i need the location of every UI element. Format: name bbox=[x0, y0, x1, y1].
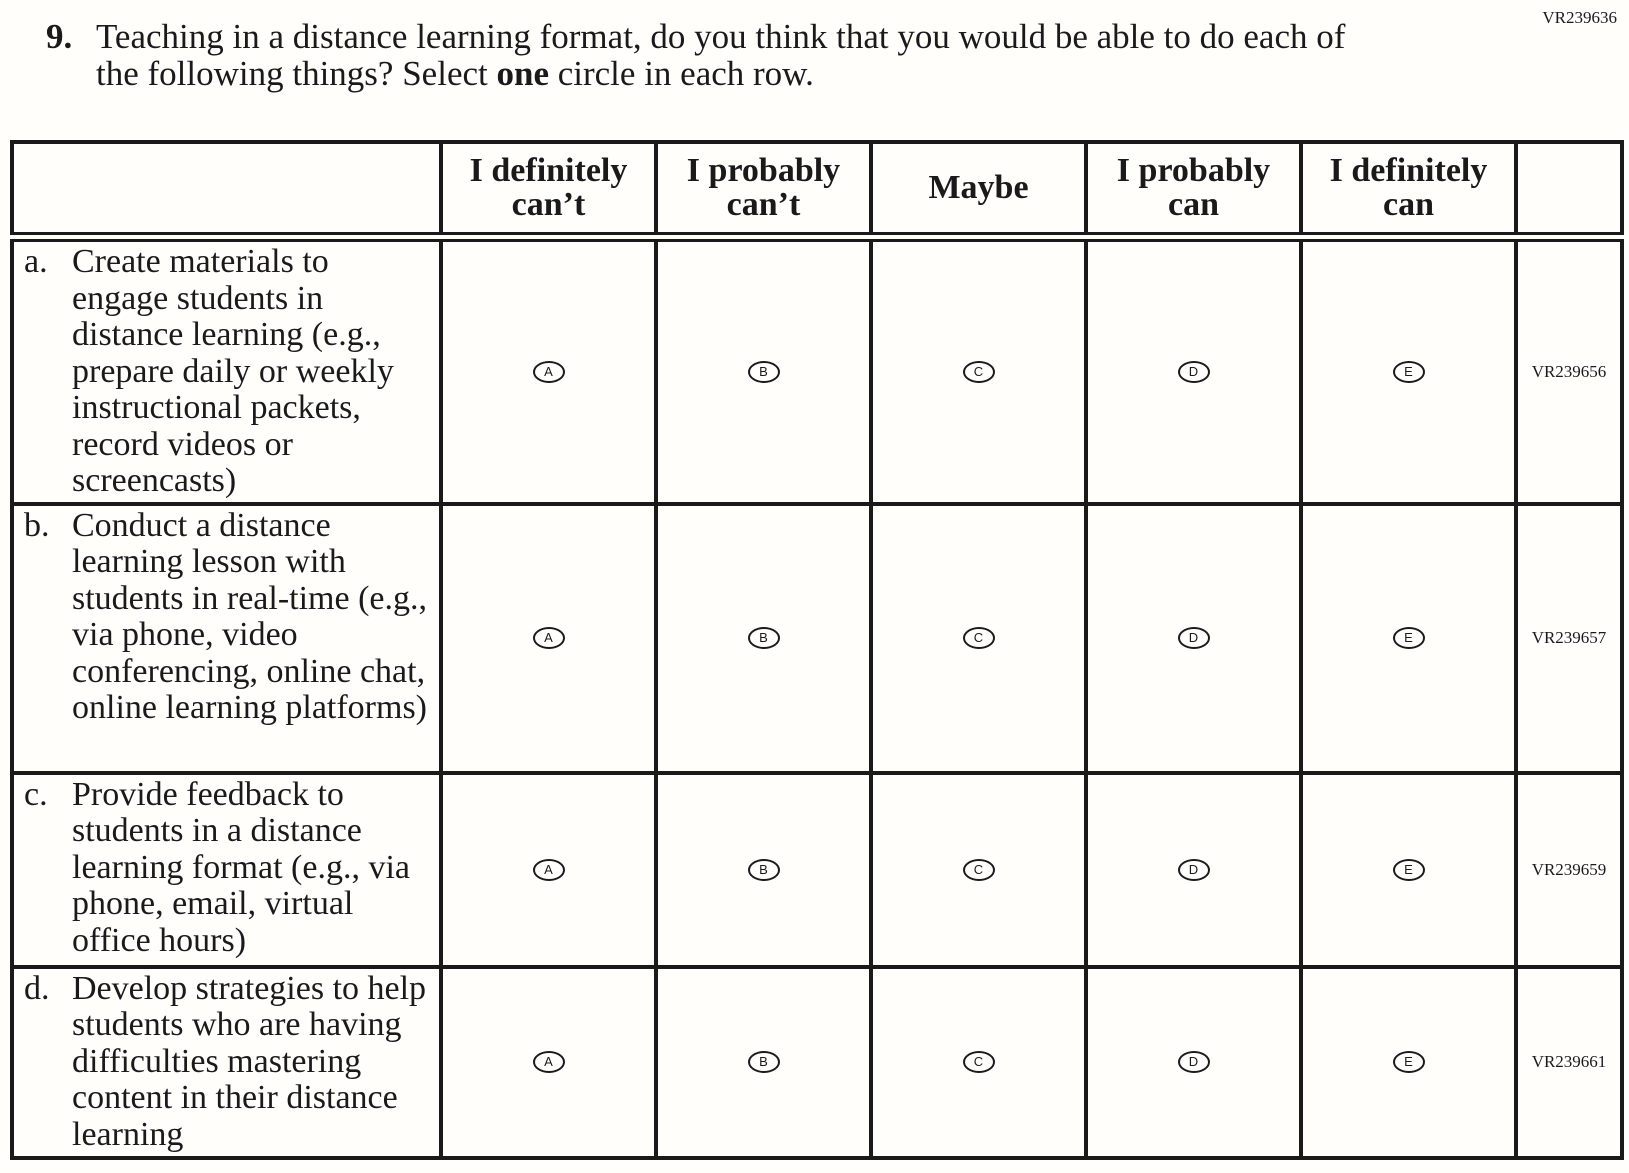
item-code: VR239656 bbox=[1514, 235, 1624, 506]
header-3: Maybe bbox=[869, 140, 1088, 242]
option-cell: D bbox=[1084, 964, 1303, 1160]
radio-bubble-c[interactable]: C bbox=[962, 627, 995, 649]
option-cell: E bbox=[1299, 235, 1518, 506]
radio-bubble-d[interactable]: D bbox=[1177, 360, 1210, 383]
item-letter: a. bbox=[24, 243, 48, 280]
page-code: VR239636 bbox=[1542, 8, 1617, 27]
item-letter: d. bbox=[24, 969, 50, 1007]
question-text-part: circle in each row. bbox=[548, 54, 814, 93]
item-letter: b. bbox=[24, 506, 50, 544]
option-cell: A bbox=[439, 235, 658, 506]
radio-bubble-a[interactable]: A bbox=[532, 1051, 565, 1073]
radio-bubble-c[interactable]: C bbox=[962, 858, 995, 881]
option-cell: A bbox=[439, 770, 658, 969]
radio-bubble-d[interactable]: D bbox=[1177, 1051, 1210, 1073]
radio-bubble-d[interactable]: D bbox=[1177, 858, 1210, 881]
radio-bubble-a[interactable]: A bbox=[532, 627, 565, 649]
option-cell: C bbox=[869, 964, 1088, 1160]
radio-bubble-b[interactable]: B bbox=[747, 627, 780, 649]
header-item bbox=[10, 140, 443, 242]
option-cell: B bbox=[654, 235, 873, 506]
table-row: a. Create materials to engage students in… bbox=[10, 235, 1624, 506]
item-cell: b. Conduct a distance learning lesson wit… bbox=[10, 501, 443, 775]
option-cell: A bbox=[439, 964, 658, 1160]
item-cell: d. Develop strategies to help students wh… bbox=[10, 964, 443, 1160]
radio-bubble-a[interactable]: A bbox=[532, 360, 565, 383]
item-letter: c. bbox=[24, 775, 48, 813]
item-text: Create materials to engage students in d… bbox=[72, 243, 394, 499]
header-2: I probably can’t bbox=[654, 140, 873, 242]
table-row: b. Conduct a distance learning lesson wit… bbox=[10, 501, 1624, 775]
radio-bubble-c[interactable]: C bbox=[962, 1051, 995, 1073]
option-cell: E bbox=[1299, 770, 1518, 969]
item-code: VR239657 bbox=[1514, 501, 1624, 775]
radio-bubble-b[interactable]: B bbox=[747, 360, 780, 383]
radio-bubble-b[interactable]: B bbox=[747, 858, 780, 881]
option-cell: B bbox=[654, 770, 873, 969]
option-cell: C bbox=[869, 235, 1088, 506]
radio-bubble-d[interactable]: D bbox=[1177, 627, 1210, 649]
table-row: d. Develop strategies to help students wh… bbox=[10, 964, 1624, 1160]
table-row: c. Provide feedback to students in a dist… bbox=[10, 770, 1624, 969]
item-text: Conduct a distance learning lesson with … bbox=[72, 506, 428, 726]
item-cell: a. Create materials to engage students in… bbox=[10, 235, 443, 506]
radio-bubble-b[interactable]: B bbox=[747, 1051, 780, 1073]
radio-bubble-e[interactable]: E bbox=[1392, 858, 1425, 881]
option-cell: B bbox=[654, 501, 873, 775]
option-cell: C bbox=[869, 501, 1088, 775]
option-cell: D bbox=[1084, 501, 1303, 775]
question: 9. Teaching in a distance learning forma… bbox=[46, 18, 1396, 92]
header-4: I probably can bbox=[1084, 140, 1303, 242]
radio-bubble-c[interactable]: C bbox=[962, 360, 995, 383]
item-code: VR239661 bbox=[1514, 964, 1624, 1160]
option-cell: E bbox=[1299, 501, 1518, 775]
question-text: Teaching in a distance learning format, … bbox=[96, 18, 1396, 92]
item-cell: c. Provide feedback to students in a dist… bbox=[10, 770, 443, 969]
option-cell: D bbox=[1084, 770, 1303, 969]
header-5: I definitely can bbox=[1299, 140, 1518, 242]
radio-bubble-a[interactable]: A bbox=[532, 858, 565, 881]
item-code: VR239659 bbox=[1514, 770, 1624, 969]
item-text: Provide feedback to students in a distan… bbox=[72, 775, 410, 959]
radio-bubble-e[interactable]: E bbox=[1392, 360, 1425, 383]
header-code bbox=[1514, 140, 1624, 242]
item-text: Develop strategies to help students who … bbox=[72, 969, 427, 1153]
response-grid: I definitely can’t I probably can’t Maybe I… bbox=[10, 140, 1624, 1160]
question-number: 9. bbox=[46, 17, 73, 56]
option-cell: C bbox=[869, 770, 1088, 969]
radio-bubble-e[interactable]: E bbox=[1392, 1051, 1425, 1073]
question-text-part: Teaching in a distance learning format, … bbox=[96, 17, 1346, 93]
radio-bubble-e[interactable]: E bbox=[1392, 627, 1425, 649]
option-cell: B bbox=[654, 964, 873, 1160]
header-1: I definitely can’t bbox=[439, 140, 658, 242]
option-cell: A bbox=[439, 501, 658, 775]
question-text-bold: one bbox=[496, 54, 549, 93]
option-cell: E bbox=[1299, 964, 1518, 1160]
option-cell: D bbox=[1084, 235, 1303, 506]
